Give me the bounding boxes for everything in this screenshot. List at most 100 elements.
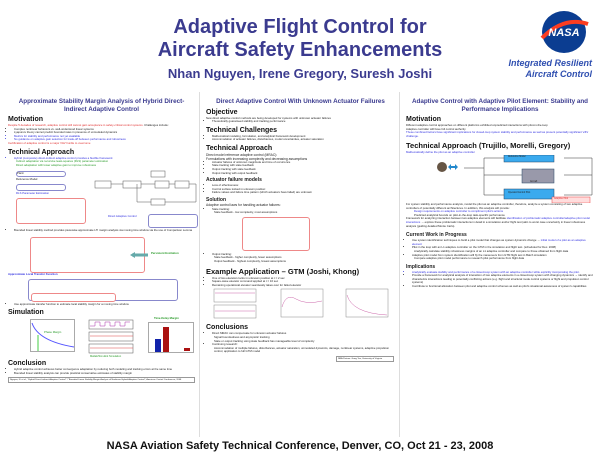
list-item: Use system identification techniques to … (412, 238, 594, 246)
heading-implications: Implications (406, 263, 436, 270)
list-item: Output tracking with output feedback (212, 171, 395, 176)
list-item: No guidance on adaptive gain selection f… (14, 138, 195, 142)
gtm-simulation-plots (213, 289, 389, 319)
framework-text: Framework for analyzing interaction betw… (406, 216, 590, 228)
heading-technical-approach: Technical Approach (Trujillo, Morelli, G… (406, 141, 571, 151)
list-item: Pilot in the loop with an L1 adaptive co… (412, 246, 594, 250)
pilot-loop-diagram: Reference Model Aircraft Operator/Contro… (406, 154, 594, 203)
section-title: Approximate Stability Margin Analysis of… (18, 98, 185, 113)
program-name: Integrated Resilient Aircraft Control (508, 58, 592, 79)
reference-label: Reference Model: (16, 177, 39, 182)
column-actuator-failures: Direct Adaptive Control With Unknown Act… (202, 92, 400, 437)
list-item: Lyapunov theory cannot predict bounded r… (14, 131, 195, 135)
conference-footer: NASA Aviation Safety Technical Conferenc… (106, 440, 494, 452)
list-item: State feedback - low complexity, most as… (214, 210, 278, 215)
section-title: Direct Adaptive Control With Unknown Act… (216, 98, 385, 105)
list-item: Actuator failures of unknown magnitude a… (212, 160, 395, 165)
analysis-text: For system stability and performance ana… (406, 201, 583, 210)
list-item: Direct MRAC can compensate for unknown a… (212, 332, 395, 336)
list-item: Adaptive pilot model from system identif… (412, 253, 594, 258)
time-delay-bar-chart (148, 322, 194, 353)
list-item: Control surface locked in unknown positi… (212, 187, 395, 192)
time-delay-label: Time-Delay Margin (154, 316, 179, 321)
heading-example-application: Example Application – GTM (Joshi, Khong) (206, 266, 360, 276)
solution-text: Adaptive control laws for handling actua… (206, 203, 281, 208)
reference-box: Nguyen, N. et al., "Hybrid Direct-Indire… (8, 377, 195, 384)
list-item: State tracking with state feedback (212, 164, 395, 168)
phase-margin-plot (30, 319, 75, 352)
reference-model-block: Reference Model (508, 155, 526, 158)
list-item: Direct adaptation with lower adaptive ga… (16, 162, 97, 167)
list-item: Output tracking: (212, 252, 395, 257)
challenge-list: Complex nonlinear behaviors vs. well-und… (8, 127, 195, 142)
motivation-highlight: These combined factors have significant … (406, 130, 589, 138)
list-item: State feedback - higher complexity, fewe… (214, 255, 282, 260)
motivation-text: Different adaptive control approaches on… (406, 123, 548, 127)
list-item: Bounded linear stability method provides… (14, 229, 195, 233)
list-item: Output feedback - highest complexity, fe… (214, 259, 286, 263)
list-item: Compare adaptive pilot model performance… (414, 256, 525, 261)
heading-current-work: Current Work in Progress (406, 232, 467, 239)
control-block-diagram: Plant: Reference Model: RLS Parameter Es… (8, 167, 198, 229)
poster-title: Adaptive Flight Control for Aircraft Safe… (157, 16, 443, 61)
section-title: Adaptive Control with Adaptive Pilot Ele… (411, 98, 589, 113)
heading-technical-approach: Technical Approach (206, 144, 273, 152)
heading-motivation: Motivation (406, 116, 441, 123)
list-item: Predicted analytical bounds on pilot-in-… (414, 212, 505, 217)
column-adaptive-pilot: Adaptive Control with Adaptive Pilot Ele… (402, 92, 598, 437)
list-item: One of two elevators locks in unknown po… (212, 276, 395, 281)
transfer-equation (28, 278, 178, 302)
heading-challenges: Technical Challenges (206, 126, 278, 134)
list-item: Theoretically guaranteed stability and t… (212, 119, 395, 124)
list-item: Design requirements on adaptive controll… (414, 209, 503, 214)
list-item: State or output tracking using state fee… (214, 338, 315, 343)
list-item: Loss of effectiveness: (212, 184, 395, 188)
list-item: Accommodation of multiple failures, dist… (214, 345, 390, 354)
motivation-text: Adaptive controller will have full contr… (406, 126, 466, 131)
rls-label: RLS Parameter Estimation (16, 191, 50, 196)
list-item: Contribute to functional allocation betw… (412, 284, 594, 289)
list-item: Hybrid (composite) direct-indirect adapt… (14, 156, 195, 161)
nasa-logo: NASA (538, 10, 590, 54)
objective-text: New direct adaptive control methods are … (206, 115, 331, 120)
adaptive-controller-block: Operator/Control Pilot (508, 191, 531, 194)
list-item: Analytically evaluate stability and perf… (412, 270, 594, 275)
list-item: Analytically calculate stability robustn… (414, 248, 569, 253)
heading-simulation: Simulation (8, 309, 44, 317)
list-item: Bounded linear stability analysis can pr… (14, 371, 195, 376)
list-item: Hybrid adaptive control achieves better … (14, 368, 195, 372)
list-item: Complex nonlinear behaviors vs. well-und… (14, 127, 195, 132)
plant-label: Plant: (17, 171, 25, 176)
list-item: State tracking: (212, 207, 395, 212)
heading-conclusions: Conclusions (206, 324, 249, 332)
heading-solution: Solution (206, 197, 226, 204)
transfer-label: Approximate Local Transfer Function (8, 271, 58, 276)
list-item: Metrics for stability and performance no… (14, 134, 195, 139)
phase-margin-label: Phase Margin (44, 330, 62, 335)
approach-text: Mathematically define the pilot as an ad… (406, 150, 475, 155)
control-law-equations (242, 216, 310, 251)
motivation-text: Despite 5 decades of research, adaptive … (8, 123, 169, 127)
heading-conclusion: Conclusion (8, 360, 47, 368)
adaptation-plots (88, 319, 134, 354)
list-item: Signal boundedness and asymptotic tracki… (214, 334, 270, 339)
equation-block: Persistent Excitation (8, 233, 195, 273)
svg-text:NASA: NASA (548, 27, 579, 39)
heading-motivation: Motivation (8, 116, 43, 123)
list-item: Failure values and failure time pattern … (212, 191, 395, 195)
reference-box: NRA Partner: Gang Tao, University of Vir… (336, 355, 394, 362)
column-stability-margin: Approximate Stability Margin Analysis of… (4, 92, 200, 437)
direct-label: Direct Adaptive Control (108, 214, 137, 219)
list-item: Accommodation of actuator failures, dist… (212, 138, 395, 142)
list-item: Remaining operational elevator seamlessl… (212, 283, 395, 288)
simulation-figures: Phase Margin Matlab/Simulink Simulation … (8, 316, 195, 358)
list-item: Provide a framework for analytical analy… (412, 274, 594, 285)
heading-technical-approach: Technical Approach (8, 148, 75, 156)
list-item: Output tracking with state feedback (212, 167, 395, 172)
heading-failure-models: Actuator failure models (206, 177, 262, 184)
list-item: Use approximate transfer function to est… (14, 302, 195, 307)
pilot-icon (437, 161, 458, 172)
approach-text: Direct model reference adaptive control … (206, 152, 278, 157)
persistent-excitation-label: Persistent Excitation (151, 250, 179, 255)
list-item: Square-wave elevator command applied at … (212, 280, 395, 284)
